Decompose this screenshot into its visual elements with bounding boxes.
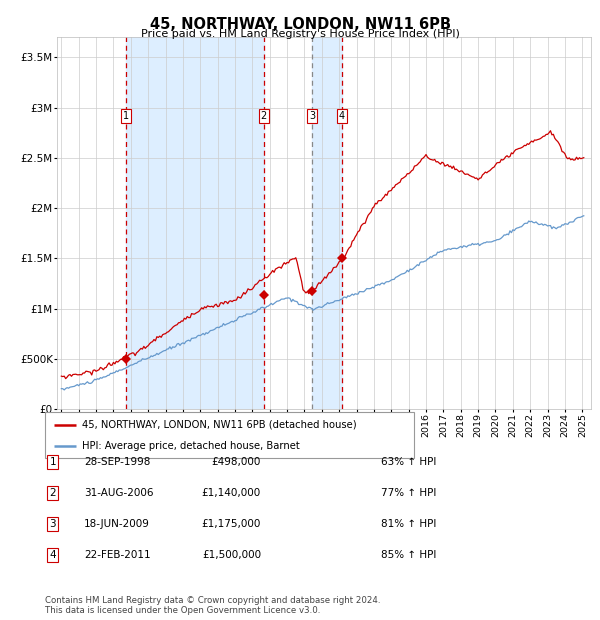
FancyBboxPatch shape — [45, 412, 414, 458]
Text: 2: 2 — [49, 488, 56, 498]
Text: 85% ↑ HPI: 85% ↑ HPI — [381, 550, 436, 560]
Text: 4: 4 — [338, 110, 344, 121]
Text: 1: 1 — [49, 457, 56, 467]
Text: 63% ↑ HPI: 63% ↑ HPI — [381, 457, 436, 467]
Text: 81% ↑ HPI: 81% ↑ HPI — [381, 519, 436, 529]
Text: 18-JUN-2009: 18-JUN-2009 — [84, 519, 150, 529]
Text: 3: 3 — [310, 110, 316, 121]
Text: £1,140,000: £1,140,000 — [202, 488, 261, 498]
Text: 77% ↑ HPI: 77% ↑ HPI — [381, 488, 436, 498]
Text: Price paid vs. HM Land Registry's House Price Index (HPI): Price paid vs. HM Land Registry's House … — [140, 29, 460, 38]
Text: 45, NORTHWAY, LONDON, NW11 6PB (detached house): 45, NORTHWAY, LONDON, NW11 6PB (detached… — [82, 420, 356, 430]
Text: Contains HM Land Registry data © Crown copyright and database right 2024.
This d: Contains HM Land Registry data © Crown c… — [45, 596, 380, 615]
Text: 3: 3 — [49, 519, 56, 529]
Text: £1,175,000: £1,175,000 — [202, 519, 261, 529]
Text: 28-SEP-1998: 28-SEP-1998 — [84, 457, 151, 467]
Text: £1,500,000: £1,500,000 — [202, 550, 261, 560]
Text: 31-AUG-2006: 31-AUG-2006 — [84, 488, 154, 498]
Text: 4: 4 — [49, 550, 56, 560]
Bar — [126, 37, 264, 409]
Text: 2: 2 — [261, 110, 267, 121]
Text: 1: 1 — [123, 110, 130, 121]
Bar — [313, 37, 341, 409]
Text: £498,000: £498,000 — [212, 457, 261, 467]
Text: 45, NORTHWAY, LONDON, NW11 6PB: 45, NORTHWAY, LONDON, NW11 6PB — [149, 17, 451, 32]
Text: HPI: Average price, detached house, Barnet: HPI: Average price, detached house, Barn… — [82, 441, 299, 451]
Text: 22-FEB-2011: 22-FEB-2011 — [84, 550, 151, 560]
